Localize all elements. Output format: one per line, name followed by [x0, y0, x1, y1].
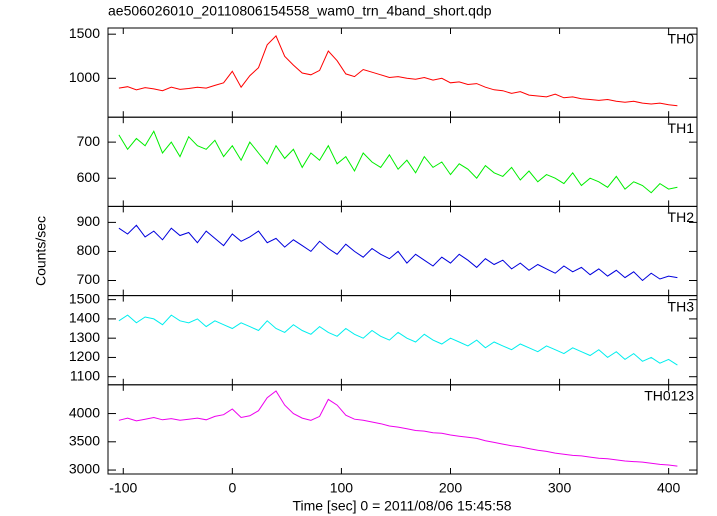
y-tick-label: 600: [77, 169, 101, 185]
data-line: [118, 224, 678, 282]
panel-label: TH3: [668, 298, 695, 314]
panel-label: TH1: [668, 120, 695, 136]
y-tick-label: 700: [77, 271, 101, 287]
x-tick-label: -100: [109, 480, 137, 496]
data-line: [118, 314, 678, 366]
y-tick-label: 1500: [69, 290, 100, 306]
y-tick-label: 1200: [69, 348, 100, 364]
panel-label: TH0123: [644, 388, 694, 404]
y-tick-label: 3500: [69, 433, 100, 449]
x-tick-label: 300: [548, 480, 572, 496]
x-tick-label: 200: [439, 480, 463, 496]
y-axis-label: Counts/sec: [33, 216, 49, 286]
x-tick-label: 400: [657, 480, 681, 496]
y-tick-label: 1000: [69, 69, 100, 85]
x-tick-label: 100: [330, 480, 354, 496]
panel-frame: [107, 205, 698, 297]
y-tick-label: 3000: [69, 461, 100, 477]
y-tick-label: 1500: [69, 25, 100, 41]
y-tick-label: 4000: [69, 404, 100, 420]
panel-label: TH0: [668, 31, 695, 47]
panel-frame: [107, 27, 698, 118]
panel-frame: [107, 384, 698, 475]
y-tick-label: 1100: [70, 367, 100, 383]
y-tick-label: 1400: [69, 310, 100, 326]
x-tick-label: 0: [228, 480, 236, 496]
y-tick-label: 900: [77, 213, 101, 229]
y-tick-label: 1300: [69, 329, 100, 345]
panel-frame: [107, 116, 698, 207]
y-tick-label: 800: [77, 242, 101, 258]
data-line: [118, 35, 678, 107]
x-axis-label: Time [sec] 0 = 2011/08/06 15:45:58: [292, 498, 511, 514]
data-line: [118, 130, 678, 194]
y-tick-label: 700: [77, 133, 101, 149]
chart-title: ae506026010_20110806154558_wam0_trn_4ban…: [108, 3, 492, 19]
panel-frame: [107, 295, 698, 386]
panel-label: TH2: [668, 209, 695, 225]
data-line: [118, 390, 678, 467]
